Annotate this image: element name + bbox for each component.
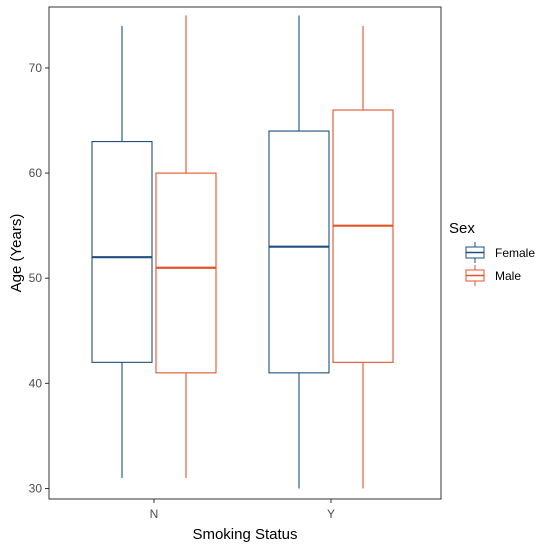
iqr-box <box>268 130 330 374</box>
y-tick-label: 50 <box>29 271 43 285</box>
y-tick-label: 30 <box>29 481 43 495</box>
box-male-n <box>155 15 217 478</box>
legend-label: Female <box>495 246 535 260</box>
box-male-y <box>332 25 394 489</box>
box-layer <box>91 15 394 489</box>
x-tick-label: N <box>150 507 159 521</box>
y-tick-label: 70 <box>29 61 43 75</box>
legend-item-male: Male <box>465 265 521 286</box>
legend-label: Male <box>495 269 521 283</box>
y-axis: 30 40 50 60 70 <box>29 61 49 495</box>
legend-item-female: Female <box>465 242 535 263</box>
iqr-box <box>155 172 217 374</box>
y-tick-label: 60 <box>29 166 43 180</box>
box-female-y <box>268 15 330 489</box>
x-tick-label: Y <box>327 507 335 521</box>
legend-items: Female Male <box>465 242 535 286</box>
box-female-n <box>91 25 153 478</box>
legend: Sex Female Male <box>449 220 535 286</box>
y-tick-label: 40 <box>29 376 43 390</box>
x-axis-title: Smoking Status <box>192 526 297 543</box>
legend-title: Sex <box>449 220 475 237</box>
iqr-box <box>332 109 394 363</box>
y-axis-title: Age (Years) <box>8 214 25 293</box>
iqr-box <box>91 141 153 363</box>
